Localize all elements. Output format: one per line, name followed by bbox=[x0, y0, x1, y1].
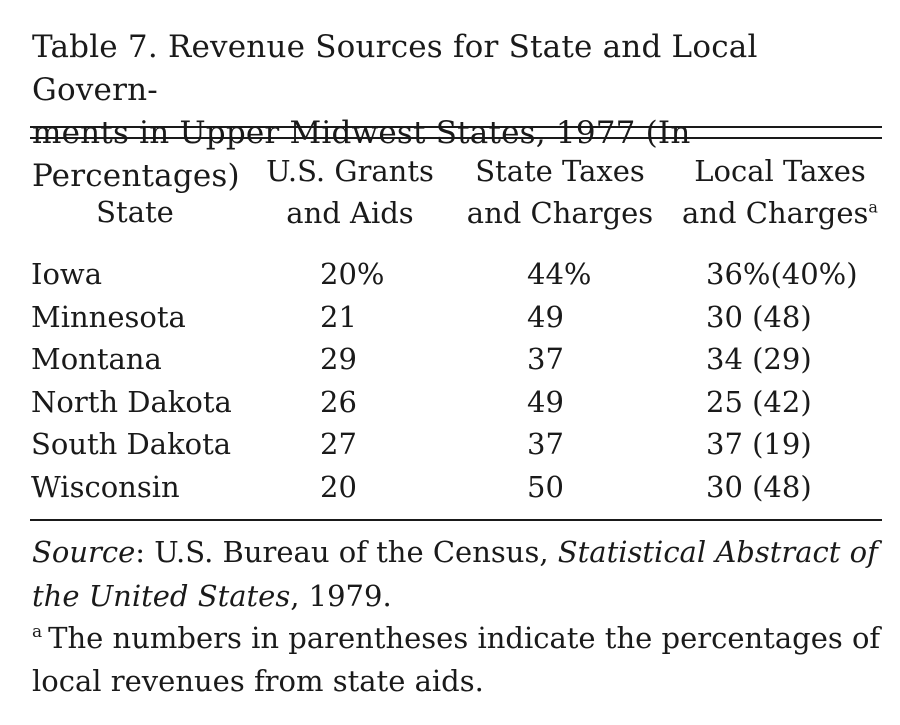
cell-us-grants: 21 bbox=[320, 299, 357, 334]
column-header-us-grants-line-1: U.S. Grants bbox=[266, 154, 434, 188]
table-title-line-2: ments in Upper Midwest States, 1977 (In … bbox=[32, 115, 691, 194]
cell-state-taxes: 50 bbox=[527, 469, 564, 504]
bottom-rule bbox=[30, 519, 882, 521]
cell-state: Minnesota bbox=[31, 299, 186, 334]
cell-local-taxes: 34 (29) bbox=[706, 342, 812, 376]
cell-state: South Dakota bbox=[31, 427, 232, 461]
source-label: Source bbox=[32, 535, 136, 569]
cell-local-taxes: 30 (48) bbox=[706, 469, 812, 504]
column-header-state-label: State bbox=[96, 195, 174, 229]
cell-state-taxes: 37 bbox=[527, 342, 564, 376]
column-header-local-taxes: Local Taxes and Chargesa bbox=[665, 150, 895, 234]
cell-state-taxes: 49 bbox=[527, 299, 564, 334]
table-body: Iowa 20% 44% 36%(40%) Minnesota 21 49 30… bbox=[0, 253, 900, 508]
column-header-local-taxes-line-1: Local Taxes bbox=[694, 154, 866, 188]
top-rule-lower bbox=[30, 137, 882, 139]
footnote: a The numbers in parentheses indicate the… bbox=[32, 617, 882, 703]
cell-state: Wisconsin bbox=[31, 469, 180, 504]
cell-us-grants: 26 bbox=[320, 384, 357, 419]
table-title: Table 7. Revenue Sources for State and L… bbox=[32, 26, 882, 198]
source-year: , 1979. bbox=[290, 579, 392, 613]
cell-state: Iowa bbox=[31, 257, 103, 291]
source-note: Source: U.S. Bureau of the Census, Stati… bbox=[32, 530, 882, 618]
table-title-line-1: Table 7. Revenue Sources for State and L… bbox=[32, 29, 758, 108]
cell-us-grants: 27 bbox=[320, 427, 357, 461]
column-header-us-grants: U.S. Grants and Aids bbox=[250, 150, 450, 234]
cell-us-grants: 20 bbox=[320, 469, 357, 504]
cell-us-grants: 20% bbox=[320, 257, 385, 291]
top-rule-upper bbox=[30, 126, 882, 128]
cell-state-taxes: 49 bbox=[527, 384, 564, 419]
column-header-state-taxes-line-2: and Charges bbox=[466, 196, 654, 230]
source-publication: Statistical Abstract of the United State… bbox=[32, 535, 878, 613]
column-header-state: State bbox=[60, 191, 210, 233]
footnote-text: The numbers in parentheses indicate the … bbox=[32, 621, 881, 698]
cell-state-taxes: 44% bbox=[527, 257, 592, 291]
column-header-state-taxes-line-1: State Taxes bbox=[475, 154, 645, 188]
footnote-mark: a bbox=[32, 622, 43, 643]
table-row: North Dakota 26 49 25 (42) bbox=[0, 381, 900, 424]
column-header-state-taxes: State Taxes and Charges bbox=[460, 150, 660, 234]
cell-local-taxes: 30 (48) bbox=[706, 299, 812, 334]
cell-state: Montana bbox=[31, 342, 162, 376]
column-header-us-grants-line-2: and Aids bbox=[286, 196, 414, 230]
table-row: Montana 29 37 34 (29) bbox=[0, 338, 900, 381]
column-header-local-taxes-line-2-text: and Charges bbox=[682, 196, 869, 230]
cell-local-taxes: 37 (19) bbox=[706, 427, 812, 461]
cell-local-taxes: 36%(40%) bbox=[706, 257, 858, 291]
footnote-marker-a: a bbox=[868, 197, 878, 217]
table-row: Iowa 20% 44% 36%(40%) bbox=[0, 253, 900, 296]
table-row: South Dakota 27 37 37 (19) bbox=[0, 423, 900, 466]
cell-state: North Dakota bbox=[31, 384, 232, 419]
cell-state-taxes: 37 bbox=[527, 427, 564, 461]
cell-local-taxes: 25 (42) bbox=[706, 384, 812, 419]
source-agency: : U.S. Bureau of the Census, bbox=[135, 535, 558, 569]
table-row: Wisconsin 20 50 30 (48) bbox=[0, 466, 900, 509]
cell-us-grants: 29 bbox=[320, 342, 357, 376]
table-row: Minnesota 21 49 30 (48) bbox=[0, 296, 900, 339]
column-header-local-taxes-line-2: and Chargesa bbox=[665, 192, 895, 234]
